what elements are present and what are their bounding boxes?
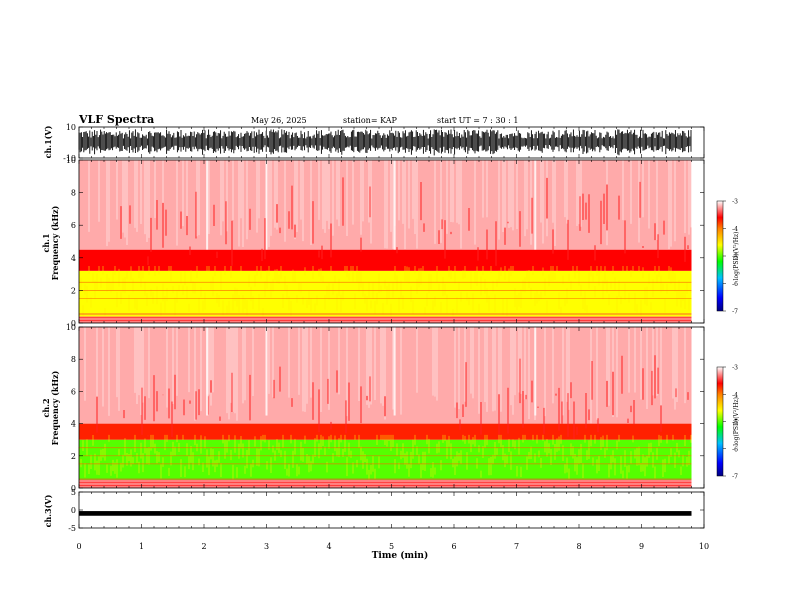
x-tick-label: 8 [576, 542, 581, 551]
ch3-waveform-ytick-label: 0 [71, 506, 76, 515]
ch3-waveform-frame [78, 491, 705, 529]
ch2-spectrogram-ytick-label: 10 [66, 323, 76, 332]
colorbar-tick-label: -4 [732, 226, 738, 233]
date-label: May 26, 2025 [251, 116, 307, 125]
ch2-spectrogram-ylabel: ch.2 Frequency (kHz) [41, 370, 60, 445]
ch3-waveform-trace [79, 511, 692, 516]
x-tick-label: 5 [389, 542, 394, 551]
start-time-label: start UT = 7 : 30 : 1 [437, 116, 518, 125]
ch1-spectrogram-ytick-label: 4 [71, 254, 76, 263]
ch1-waveform-trace [78, 129, 692, 156]
ch1-spectrogram-ytick-label: 6 [71, 221, 76, 230]
ch3-waveform-ytick-label: 5 [71, 488, 76, 497]
ch2-spectrogram-ytick-label: 2 [71, 452, 76, 461]
x-tick-label: 10 [699, 542, 709, 551]
ch1-spectrogram-ytick-label: 10 [66, 156, 76, 165]
figure-title: VLF Spectra [78, 113, 154, 126]
colorbar-tick-label: -5 [732, 419, 738, 426]
x-tick-label: 4 [326, 542, 331, 551]
ch3-waveform-ylabel: ch.3(V) [43, 494, 53, 527]
colorbar-label: log(PSD)(V²/Hz) [733, 232, 740, 281]
x-tick-label: 1 [139, 542, 144, 551]
x-axis-label: Time (min) [372, 550, 429, 561]
ch3-waveform-panel: 50-50 1 2 3 4 5 6 7 8 9 10 [68, 488, 709, 551]
colorbar-tick-label: -6 [732, 446, 738, 453]
colorbar-tick-label: -4 [732, 392, 738, 399]
ch1-waveform-ytick-label: -10 [63, 154, 76, 163]
colorbar-tick-label: -3 [732, 365, 738, 372]
colorbar-ch1: -3 -4 -5 -6 -7 log(PSD)(V²/Hz) [716, 199, 740, 316]
ch1-channel-label: ch.1 [41, 233, 51, 252]
ch2-channel-label: ch.2 [41, 398, 51, 417]
x-tick-label: 9 [639, 542, 644, 551]
colorbar-tick-label: -7 [732, 309, 738, 316]
x-tick-label: 0 [76, 542, 81, 551]
ch1-spectrogram-ytick-label: 0 [71, 319, 76, 328]
ch1-spectrogram-ylabel: ch.1 Frequency (kHz) [41, 205, 60, 280]
x-tick-label: 2 [201, 542, 206, 551]
ch2-spectrogram-band [79, 479, 692, 488]
ch3-waveform-ytick-label: -5 [68, 524, 76, 533]
colorbar-tick-label: -5 [732, 254, 738, 261]
colorbar-tick-label: -6 [732, 281, 738, 288]
ch1-spectrogram-panel: 0 2 4 6 8 10 [66, 156, 705, 328]
colorbar-label: log(PSD)(V²/Hz) [733, 397, 740, 446]
colorbar-gradient [716, 366, 724, 477]
ch1-waveform-ylabel: ch.1(V) [43, 125, 53, 158]
x-tick-label: 6 [451, 542, 456, 551]
ch1-spectrogram-texture-red [120, 177, 689, 266]
ch2-spectrogram-ytick-label: 4 [71, 420, 76, 429]
ch2-spectrogram-panel: 0 2 4 6 8 10 [66, 323, 705, 493]
ch2-spectrogram-ytick-label: 0 [71, 484, 76, 493]
ch1-spectrogram-ytick-label: 8 [71, 189, 76, 198]
ch1-spectrogram-band [79, 316, 692, 323]
colorbar-tick-label: -3 [732, 199, 738, 206]
colorbar-ch2: -3 -4 -5 -6 -7 log(PSD)(V²/Hz) [716, 365, 740, 481]
ch2-spectrogram-ytick-label: 8 [71, 355, 76, 364]
station-label: station= KAP [343, 116, 398, 125]
ch1-waveform-panel: 10-10 [63, 123, 705, 163]
colorbar-tick-label: -7 [732, 474, 738, 481]
ch2-spectrogram-band [79, 423, 692, 440]
ch2-frequency-label: Frequency (kHz) [50, 370, 60, 445]
ch1-waveform-ytick-label: 10 [66, 123, 76, 132]
x-tick-label: 3 [264, 542, 269, 551]
ch2-spectrogram-ytick-label: 6 [71, 387, 76, 396]
ch1-frequency-label: Frequency (kHz) [50, 205, 60, 280]
x-tick-label: 7 [514, 542, 519, 551]
colorbar-gradient [716, 200, 724, 312]
ch1-spectrogram-ytick-label: 2 [71, 286, 76, 295]
